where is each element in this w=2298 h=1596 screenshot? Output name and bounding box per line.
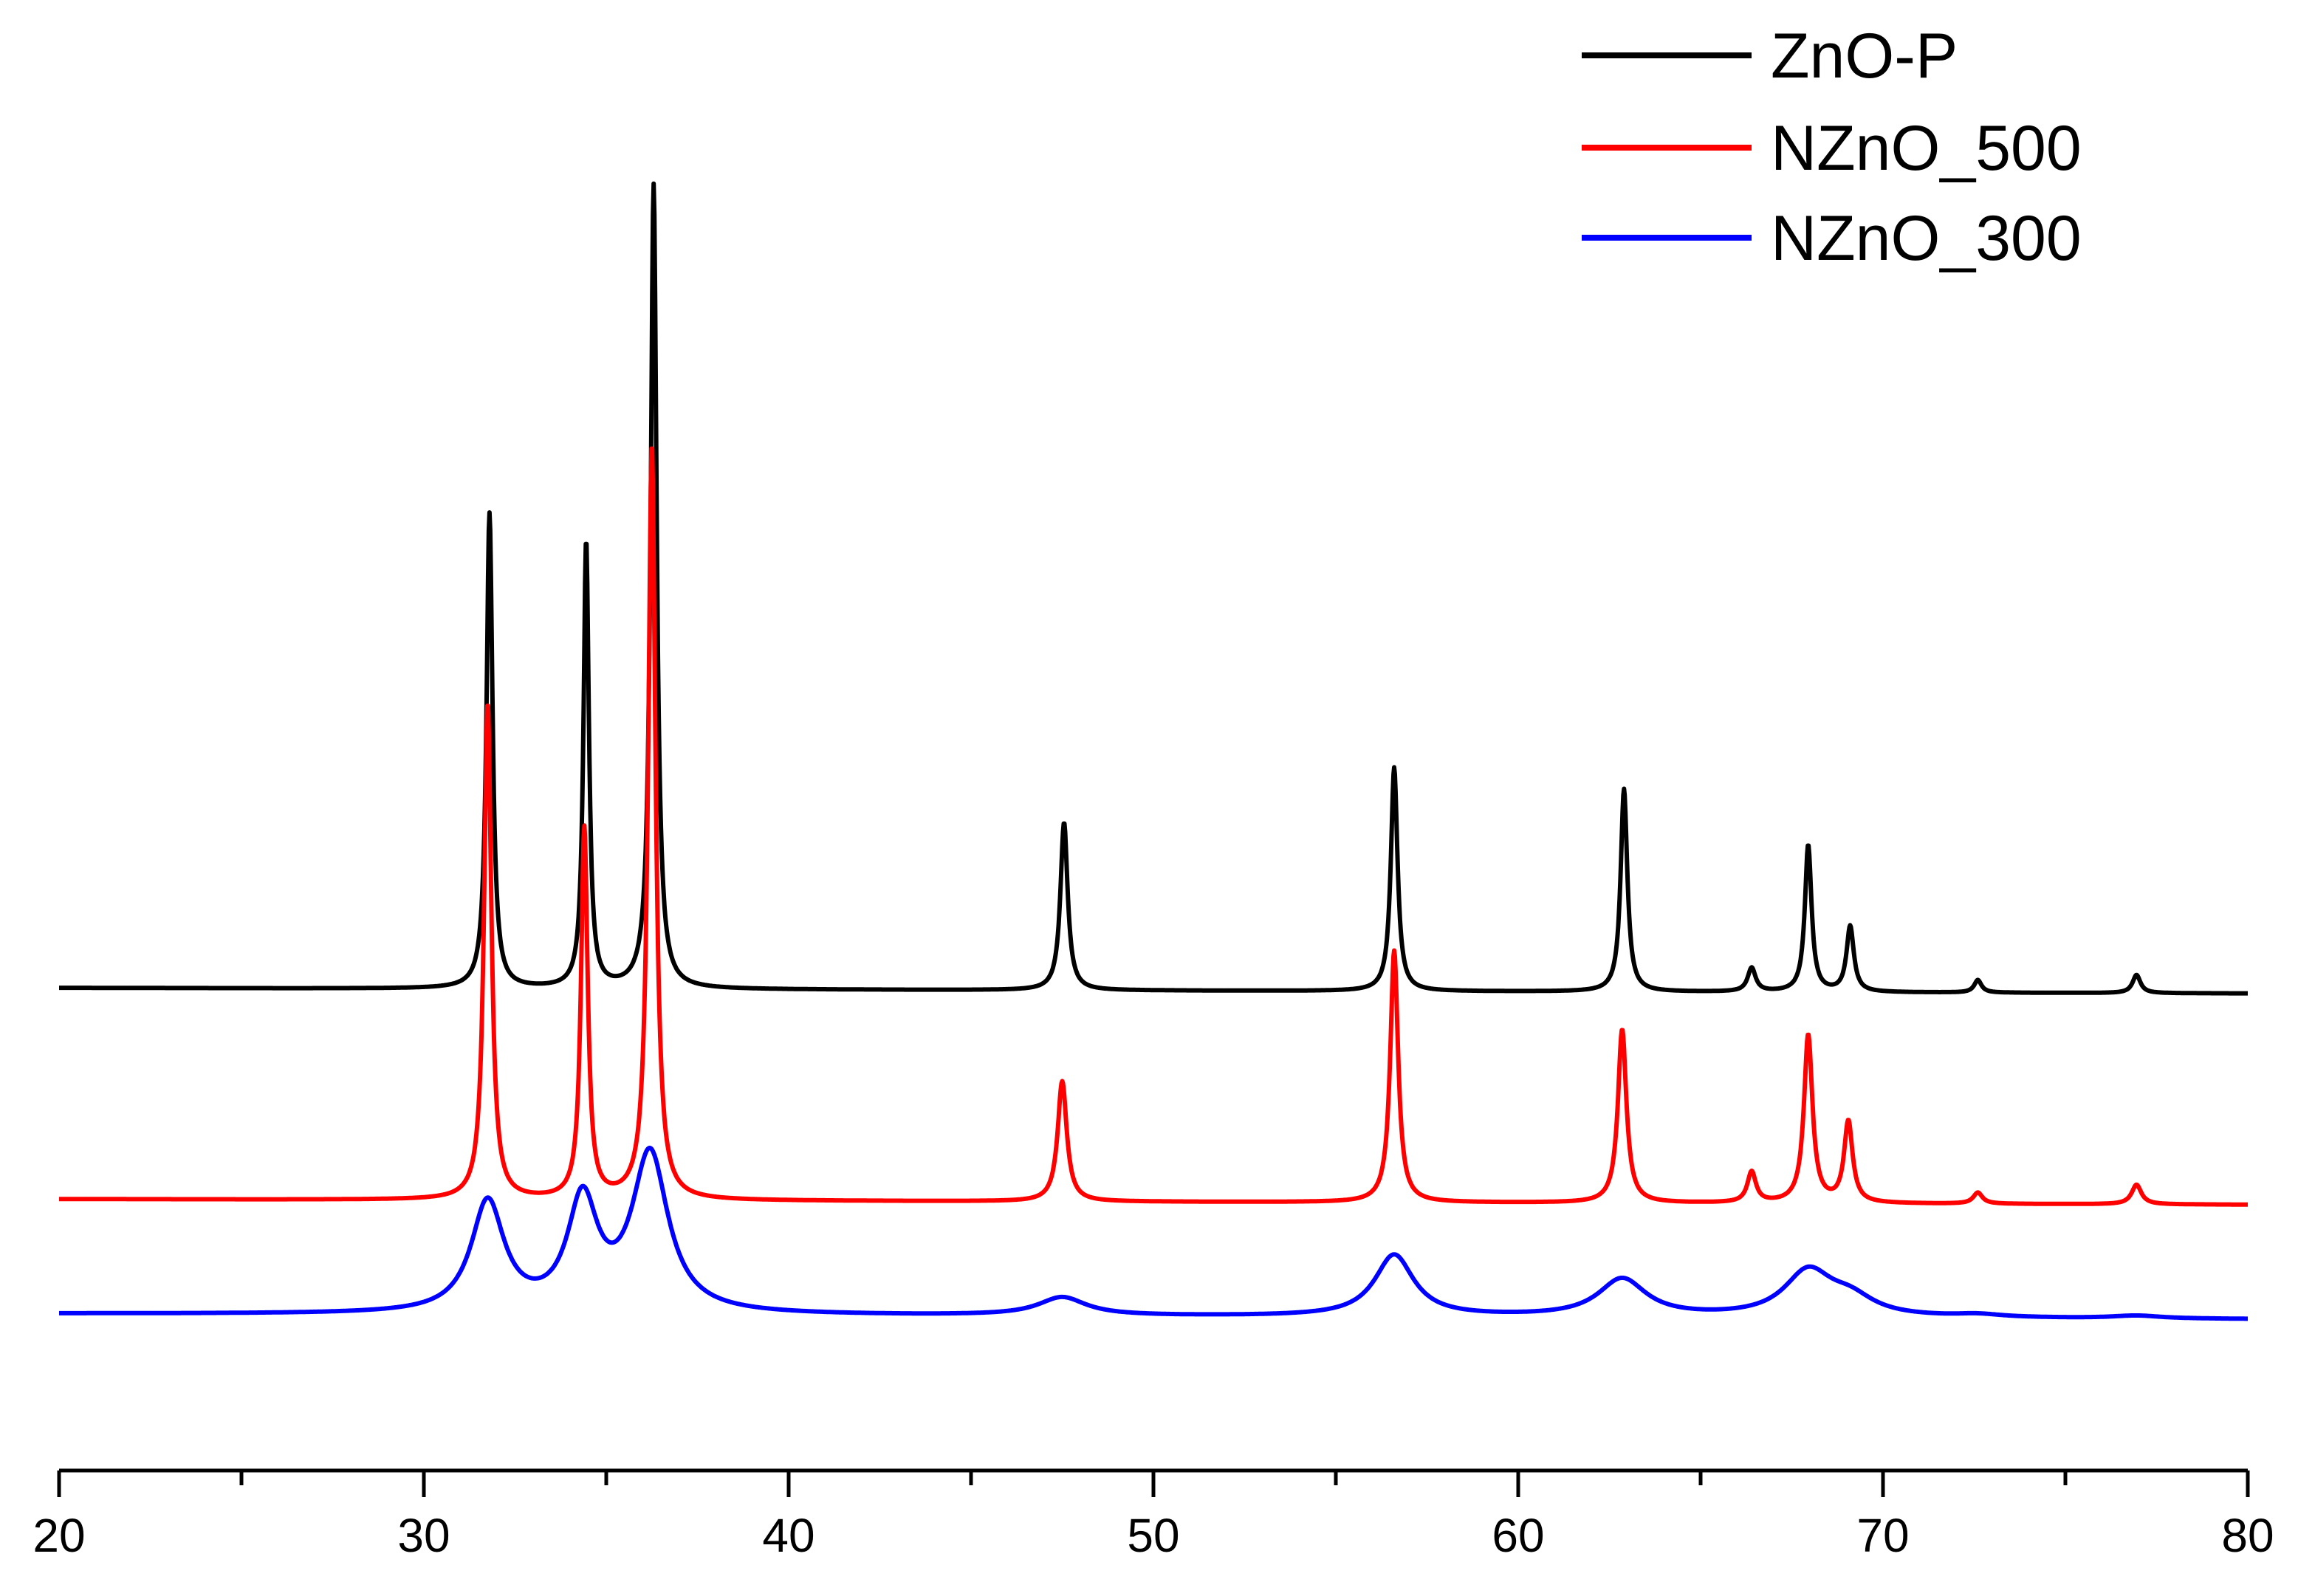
- legend-label-1: NZnO_500: [1771, 113, 2082, 184]
- x-tick-label-80: 80: [2221, 1509, 2274, 1562]
- x-tick-label-50: 50: [1127, 1509, 1179, 1562]
- legend-label-0: ZnO-P: [1771, 21, 1958, 92]
- plot-area: [58, 181, 2249, 1321]
- series-line-0: [58, 181, 2249, 996]
- x-tick-label-40: 40: [762, 1509, 814, 1562]
- series-line-1: [58, 446, 2249, 1207]
- x-tick-label-70: 70: [1856, 1509, 1909, 1562]
- x-tick-label-20: 20: [32, 1509, 85, 1562]
- x-axis: 20 30 40 50 60 70 80: [32, 1468, 2274, 1562]
- legend: ZnO-P NZnO_500 NZnO_300: [1582, 21, 2082, 274]
- x-tick-label-30: 30: [397, 1509, 450, 1562]
- legend-label-2: NZnO_300: [1771, 203, 2082, 274]
- series-line-2: [58, 1146, 2249, 1321]
- x-tick-label-60: 60: [1492, 1509, 1544, 1562]
